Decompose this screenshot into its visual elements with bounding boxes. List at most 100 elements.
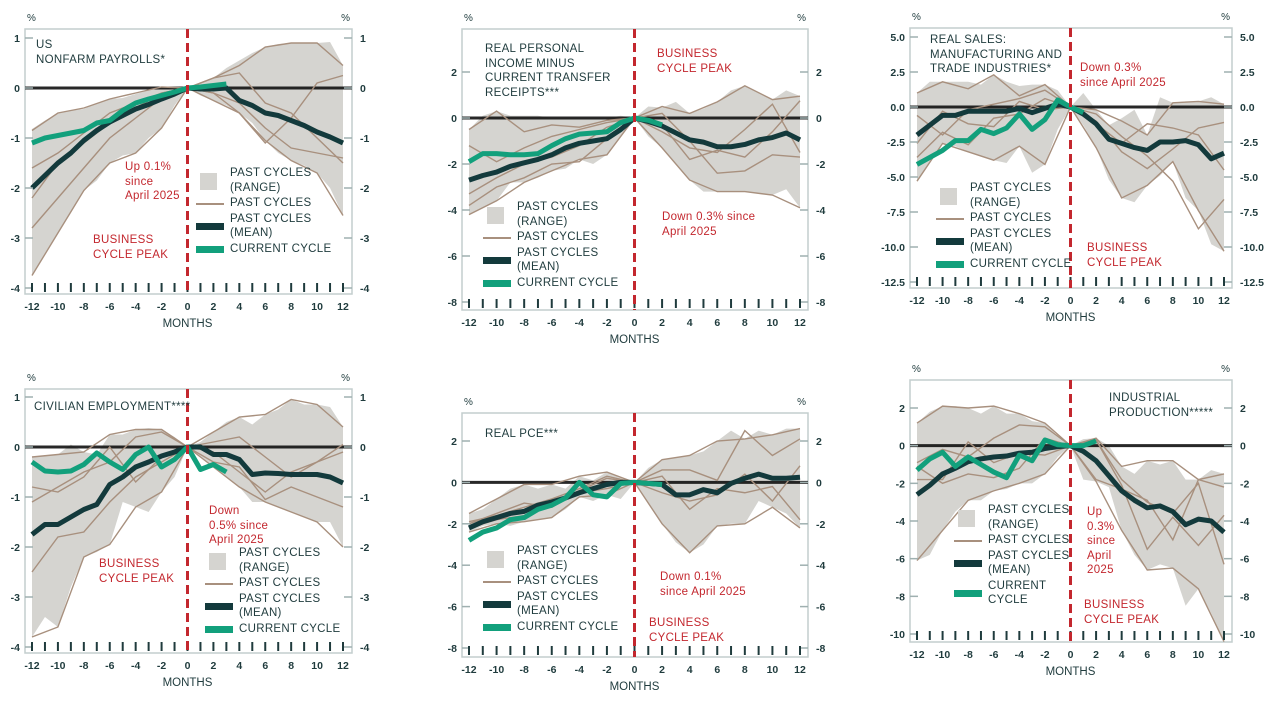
legend-swatch-range [936,187,966,205]
y-tick-label-left: 0.0 [890,102,905,114]
legend-label-line: (RANGE) [517,215,568,228]
legend-label: PAST CYCLES [239,576,321,591]
business-cycle-peak-label-line: CYCLE PEAK [99,572,175,585]
legend-label-line: (MEAN) [988,564,1031,576]
past-cycles-range-band [32,42,343,276]
legend-label-line: CURRENT CYCLE [239,622,341,635]
y-tick-label-right: -4 [360,642,369,654]
legend-swatch-mean [954,556,984,570]
y-tick-label-left: -6 [448,602,457,614]
business-cycle-peak-label-line: BUSINESS [99,558,160,570]
legend-item-past: PAST CYCLES [205,576,340,591]
legend-swatch-current [936,257,966,271]
legend-label: PAST CYCLES (RANGE) [517,544,599,573]
chart-title-line: REAL PCE*** [485,428,559,440]
y-tick-label-right: -8 [816,297,825,309]
x-tick-label: 2 [210,660,216,672]
change-annotation-line: since April 2025 [1080,76,1166,89]
y-unit-label-left: % [912,12,921,23]
legend-label-line: (MEAN) [239,607,282,619]
legend-label-line: PAST CYCLES [239,547,321,559]
legend-label: PAST CYCLES [517,230,599,245]
x-tick-label: -8 [79,301,88,313]
y-tick-label-left: -4 [11,283,20,295]
legend: PAST CYCLES (RANGE) PAST CYCLES PAST CYCLES… [196,166,331,257]
y-tick-label-left: -2 [448,519,457,531]
y-tick-label-right: -10 [1240,629,1255,641]
x-tick-label: 4 [236,660,242,672]
business-cycle-peak-label: BUSINESS CYCLE PEAK [1084,598,1159,627]
x-tick-label: -10 [489,664,504,676]
chart-title-line: US [36,39,53,51]
chart-title: US NONFARM PAYROLLS* [36,38,165,67]
x-tick-label: -6 [105,660,114,672]
legend-swatch-past [196,196,226,210]
y-tick-label-right: -4 [360,283,369,295]
y-tick-label-left: -4 [896,516,905,528]
y-tick-label-right: -2 [360,183,369,195]
chart-panel-5: 2 2 0 0 -2 -2 -4 -4 -6 -6 -8 -8 -12 -10 -8 -6 -4 -2 0 2 4 6 8 1… [448,397,826,693]
y-tick-label-right: -2.5 [1240,137,1258,149]
business-cycle-peak-label: BUSINESS CYCLE PEAK [649,616,724,645]
y-tick-label-left: -2 [11,542,20,554]
x-tick-label: 4 [236,301,242,313]
x-tick-label: 8 [288,301,294,313]
legend-swatch-past [936,211,966,225]
x-tick-label: -10 [489,317,504,329]
legend-item-past: PAST CYCLES [954,533,1070,548]
y-tick-label-left: -2 [896,478,905,490]
x-tick-label: -12 [909,295,924,307]
current-cycle-line [467,115,663,164]
x-tick-label: 8 [742,664,748,676]
change-annotation-line: April 2025 [209,534,264,546]
y-tick-label-right: -3 [360,233,369,245]
legend-label: CURRENT CYCLE [970,257,1071,272]
change-annotation-line: April 2025 [125,190,180,202]
legend-label-line: PAST CYCLES [988,549,1070,562]
business-cycle-peak-label-line: BUSINESS [1084,599,1145,611]
x-tick-label: -6 [989,295,998,307]
legend-item-current: CURRENT CYCLE [205,622,340,637]
x-tick-label: -6 [989,649,998,661]
chart-title-line: INDUSTRIAL [1109,392,1181,404]
y-tick-label-right: -6 [816,251,825,263]
y-tick-label-right: -7.5 [1240,207,1258,219]
change-annotation-line: since [125,175,154,188]
y-tick-label-right: -3 [360,592,369,604]
x-tick-label: 4 [687,317,693,329]
change-annotation-line: since [1087,535,1116,547]
x-tick-label: 0 [1068,295,1074,307]
chart-panel-4: 1 10 0-1 -1-2 -2-3 -3-4 -4-12 -10 -8 -6 -4 -2 0 2 4 6 8 1… [11,373,370,689]
legend-label: CURRENT CYCLE [230,242,331,257]
y-tick-label-left: -10.0 [881,242,905,254]
x-tick-label: -12 [24,301,39,313]
x-axis-label: MONTHS [610,334,660,346]
x-tick-label: -4 [131,301,140,313]
y-tick-label-right: 0 [816,477,822,489]
chart-panel-1: 1 10 0-1 -1-2 -2-3 -3-4 -4-12 -10 -8 -6 -4 -2 0 2 4 6 8 1… [11,13,370,330]
chart-title: REAL PERSONAL INCOME MINUS CURRENT TRANSFE… [485,42,611,100]
legend-label: PAST CYCLES [970,211,1052,226]
y-tick-label-right: -6 [1240,554,1249,566]
x-tick-label: -2 [1040,649,1049,661]
business-cycle-peak-label-line: CYCLE PEAK [1087,256,1163,269]
x-tick-label: 6 [714,664,720,676]
legend-item-current: CURRENT CYCLE [196,242,331,257]
y-tick-label-left: -2 [11,183,20,195]
x-tick-label: -4 [1015,649,1024,661]
change-annotation-line: Up [1087,506,1103,518]
y-tick-label-right: -5.0 [1240,172,1258,184]
x-tick-label: 10 [767,664,779,676]
x-tick-label: 8 [1170,649,1176,661]
change-annotation: Up 0.1% since April 2025 [125,160,180,204]
y-tick-label-left: -4 [448,205,457,217]
x-tick-label: -10 [50,660,65,672]
legend-label-line: (RANGE) [239,561,290,574]
business-cycle-peak-label-line: BUSINESS [649,617,710,629]
legend-label-line: PAST CYCLES [230,212,312,225]
y-tick-label-left: 2 [451,436,457,448]
legend-label-line: PAST CYCLES [517,231,599,243]
y-tick-label-right: 2 [816,67,822,79]
legend-swatch-current [205,622,235,636]
legend-swatch-range [196,172,226,190]
